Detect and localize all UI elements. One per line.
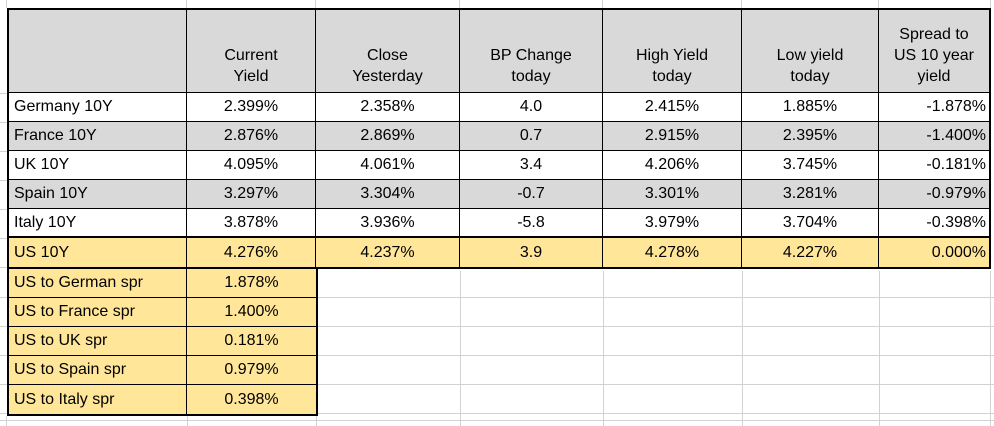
- value-cell[interactable]: 0.7: [460, 122, 603, 151]
- spread-label-cell[interactable]: US to German spr: [9, 269, 187, 298]
- row-label-cell[interactable]: Germany 10Y: [9, 93, 187, 122]
- value-cell[interactable]: 3.297%: [187, 180, 316, 209]
- gridline: [0, 420, 994, 421]
- gridline: [318, 413, 994, 414]
- gridline: [741, 0, 742, 8]
- spread-label-cell[interactable]: US to Spain spr: [9, 356, 187, 385]
- header-cell-close-yesterday[interactable]: Close Yesterday: [316, 10, 460, 93]
- gridline: [990, 271, 991, 426]
- value-cell[interactable]: -0.979%: [879, 180, 989, 209]
- gridline: [318, 326, 994, 327]
- gridline: [318, 355, 994, 356]
- value-cell[interactable]: 3.304%: [316, 180, 460, 209]
- gridline: [0, 209, 7, 210]
- value-cell[interactable]: 4.0: [460, 93, 603, 122]
- value-cell[interactable]: 3.878%: [187, 209, 316, 238]
- value-cell[interactable]: 3.745%: [742, 151, 879, 180]
- spread-value-cell[interactable]: 0.398%: [187, 385, 316, 414]
- gridline: [0, 238, 7, 239]
- gridline: [186, 0, 187, 8]
- value-cell[interactable]: 4.227%: [742, 238, 879, 267]
- value-cell[interactable]: 2.399%: [187, 93, 316, 122]
- header-cell-current-yield[interactable]: Current Yield: [187, 10, 316, 93]
- value-cell[interactable]: 3.979%: [603, 209, 742, 238]
- value-cell[interactable]: -0.7: [460, 180, 603, 209]
- spread-label-cell[interactable]: US to France spr: [9, 298, 187, 327]
- gridline: [0, 326, 7, 327]
- value-cell[interactable]: 3.704%: [742, 209, 879, 238]
- spread-label-cell[interactable]: US to UK spr: [9, 327, 187, 356]
- header-cell-spread[interactable]: Spread to US 10 year yield: [879, 10, 989, 93]
- gridline: [6, 416, 7, 426]
- gridline: [878, 0, 879, 8]
- spread-value-cell[interactable]: 1.878%: [187, 269, 316, 298]
- value-cell[interactable]: 2.915%: [603, 122, 742, 151]
- gridline: [0, 297, 7, 298]
- value-cell[interactable]: -0.398%: [879, 209, 989, 238]
- value-cell[interactable]: 4.278%: [603, 238, 742, 267]
- gridline: [315, 0, 316, 8]
- gridline: [318, 297, 994, 298]
- gridline: [460, 271, 461, 426]
- value-cell[interactable]: 2.876%: [187, 122, 316, 151]
- header-cell-bp-change[interactable]: BP Change today: [460, 10, 603, 93]
- header-cell-low-yield[interactable]: Low yield today: [742, 10, 879, 93]
- gridline: [0, 151, 7, 152]
- gridline: [459, 0, 460, 8]
- value-cell[interactable]: -0.181%: [879, 151, 989, 180]
- value-cell[interactable]: 3.9: [460, 238, 603, 267]
- gridline: [990, 0, 991, 8]
- value-cell[interactable]: 3.4: [460, 151, 603, 180]
- header-cell-blank[interactable]: [9, 10, 187, 93]
- row-label-cell[interactable]: France 10Y: [9, 122, 187, 151]
- value-cell[interactable]: 2.869%: [316, 122, 460, 151]
- gridline: [316, 416, 317, 426]
- row-label-cell[interactable]: Italy 10Y: [9, 209, 187, 238]
- value-cell[interactable]: 4.061%: [316, 151, 460, 180]
- gridline: [0, 93, 7, 94]
- gridline: [0, 355, 7, 356]
- gridline: [0, 413, 7, 414]
- value-cell[interactable]: 4.095%: [187, 151, 316, 180]
- gridline: [0, 267, 7, 268]
- value-cell[interactable]: 4.276%: [187, 238, 316, 267]
- spread-value-cell[interactable]: 0.181%: [187, 327, 316, 356]
- gridline: [602, 0, 603, 8]
- value-cell[interactable]: 0.000%: [879, 238, 989, 267]
- gridline: [0, 122, 7, 123]
- gridline: [6, 0, 7, 8]
- value-cell[interactable]: 3.281%: [742, 180, 879, 209]
- value-cell[interactable]: 3.936%: [316, 209, 460, 238]
- value-cell[interactable]: 2.395%: [742, 122, 879, 151]
- gridline: [603, 271, 604, 426]
- gridline: [742, 271, 743, 426]
- gridline: [0, 384, 7, 385]
- row-label-cell[interactable]: UK 10Y: [9, 151, 187, 180]
- row-label-cell[interactable]: US 10Y: [9, 238, 187, 267]
- value-cell[interactable]: 2.415%: [603, 93, 742, 122]
- gridline: [879, 271, 880, 426]
- spread-value-cell[interactable]: 1.400%: [187, 298, 316, 327]
- gridline: [318, 384, 994, 385]
- value-cell[interactable]: 3.301%: [603, 180, 742, 209]
- yields-table: Current Yield Close Yesterday BP Change …: [7, 8, 991, 269]
- spread-label-cell[interactable]: US to Italy spr: [9, 385, 187, 414]
- value-cell[interactable]: 4.237%: [316, 238, 460, 267]
- header-cell-high-yield[interactable]: High Yield today: [603, 10, 742, 93]
- gridline: [187, 416, 188, 426]
- value-cell[interactable]: 4.206%: [603, 151, 742, 180]
- spread-table: US to German spr 1.878% US to France spr…: [7, 269, 318, 416]
- value-cell[interactable]: 1.885%: [742, 93, 879, 122]
- value-cell[interactable]: -1.878%: [879, 93, 989, 122]
- gridline: [0, 180, 7, 181]
- value-cell[interactable]: 2.358%: [316, 93, 460, 122]
- value-cell[interactable]: -1.400%: [879, 122, 989, 151]
- value-cell[interactable]: -5.8: [460, 209, 603, 238]
- spread-value-cell[interactable]: 0.979%: [187, 356, 316, 385]
- row-label-cell[interactable]: Spain 10Y: [9, 180, 187, 209]
